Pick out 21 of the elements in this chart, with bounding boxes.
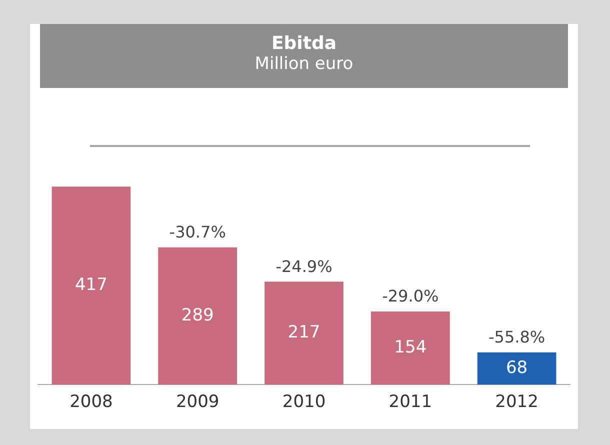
annotation: -55.8% bbox=[488, 327, 546, 346]
bar bbox=[264, 282, 344, 385]
x-tick-label: 2011 bbox=[388, 392, 432, 412]
bar bbox=[477, 352, 556, 385]
annotation: -29.0% bbox=[382, 286, 439, 306]
x-tick-label: 2008 bbox=[70, 392, 113, 412]
bar bbox=[158, 247, 238, 385]
bar bbox=[370, 312, 450, 385]
chart-title: Ebitda bbox=[270, 33, 338, 54]
data-label: 68 bbox=[506, 358, 528, 378]
bar bbox=[52, 186, 131, 385]
data-label: 154 bbox=[394, 337, 427, 358]
data-label: 417 bbox=[74, 275, 108, 296]
data-label: 217 bbox=[288, 322, 320, 343]
data-label: 289 bbox=[181, 305, 214, 326]
x-tick-label: 2012 bbox=[495, 392, 538, 412]
x-tick-label: 2010 bbox=[282, 392, 326, 412]
x-tick-label: 2009 bbox=[176, 392, 220, 412]
chart-subtitle: Million euro bbox=[254, 54, 354, 74]
annotation: -30.7% bbox=[169, 222, 226, 242]
annotation: -24.9% bbox=[276, 256, 332, 276]
